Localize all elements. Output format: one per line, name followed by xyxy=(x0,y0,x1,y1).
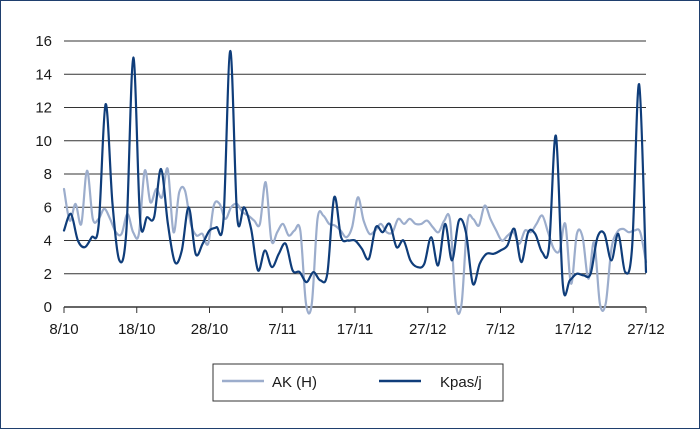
series-line-kpas-j xyxy=(62,49,648,297)
y-tick-label: 6 xyxy=(44,199,52,216)
y-tick-label: 8 xyxy=(44,166,52,183)
x-tick-label: 17/11 xyxy=(337,321,373,338)
y-tick-label: 12 xyxy=(35,100,52,117)
y-tick-label: 2 xyxy=(44,266,52,283)
legend-box xyxy=(212,363,504,402)
x-tick-label: 7/11 xyxy=(268,321,296,338)
x-tick-label: 8/10 xyxy=(49,321,78,338)
legend-label-ak-h: AK (H) xyxy=(272,374,317,391)
x-tick-label: 17/12 xyxy=(554,321,592,338)
y-tick-label: 14 xyxy=(35,66,52,83)
x-tick-label: 18/10 xyxy=(118,321,156,338)
y-tick-label: 0 xyxy=(44,299,52,316)
x-tick-label: 7/12 xyxy=(486,321,515,338)
x-tick-label: 27/12 xyxy=(409,321,447,338)
y-tick-label: 16 xyxy=(35,33,52,50)
y-tick-label: 10 xyxy=(35,133,52,150)
legend-label-kpas-j: Kpas/j xyxy=(440,374,482,391)
x-tick-label: 28/10 xyxy=(191,321,229,338)
x-tick-label: 27/12 xyxy=(627,321,665,338)
series-line-ak-h xyxy=(62,167,648,316)
y-tick-label: 4 xyxy=(44,233,52,250)
